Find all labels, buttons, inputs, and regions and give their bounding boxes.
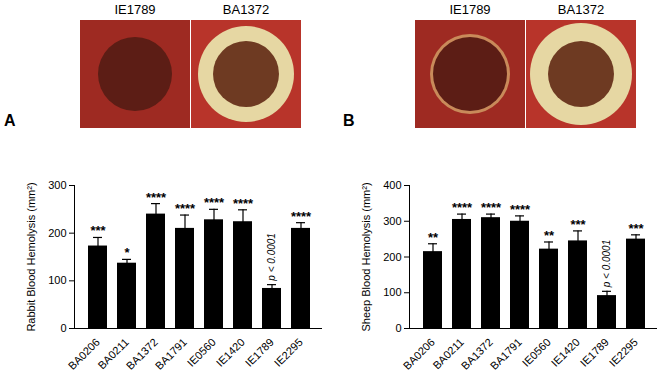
svg-text:IE1789: IE1789 [449,2,490,17]
svg-text:****: **** [204,195,225,210]
svg-text:IE0560: IE0560 [520,336,553,369]
svg-text:BA0211: BA0211 [430,335,466,372]
svg-text:***: *** [90,223,106,238]
svg-text:IE1420: IE1420 [549,336,582,369]
svg-text:****: **** [291,209,312,224]
svg-text:***: *** [628,221,644,236]
svg-text:BA1372: BA1372 [458,335,495,372]
svg-text:***: *** [570,217,586,232]
svg-text:IE1789: IE1789 [114,2,155,17]
svg-text:100: 100 [48,274,66,286]
svg-text:IE1789: IE1789 [578,336,611,369]
svg-text:Rabbit Blood Hemolysis (mm²): Rabbit Blood Hemolysis (mm²) [25,182,37,331]
svg-text:B: B [343,112,355,129]
svg-text:Sheep Blood Hemolysis (mm²): Sheep Blood Hemolysis (mm²) [360,182,372,331]
svg-text:IE0560: IE0560 [185,336,218,369]
svg-text:300: 300 [48,179,66,191]
svg-text:BA1372: BA1372 [123,335,160,372]
svg-text:BA1791: BA1791 [153,336,189,372]
svg-text:**: ** [428,230,439,245]
svg-text:BA1372: BA1372 [558,2,604,17]
svg-text:BA0206: BA0206 [401,336,437,372]
svg-text:IE1789: IE1789 [243,336,276,369]
svg-text:****: **** [175,201,196,216]
svg-text:****: **** [233,196,254,211]
svg-text:BA0211: BA0211 [95,335,131,372]
svg-text:IE2295: IE2295 [272,336,305,369]
svg-text:**: ** [544,228,555,243]
svg-text:p < 0.0001: p < 0.0001 [601,240,612,289]
svg-text:BA1791: BA1791 [488,336,524,372]
svg-text:****: **** [146,190,167,205]
svg-text:BA0206: BA0206 [66,336,102,372]
svg-text:BA1372: BA1372 [223,2,269,17]
svg-text:IE1420: IE1420 [214,336,247,369]
svg-text:0: 0 [395,322,401,334]
svg-text:p < 0.0001: p < 0.0001 [266,233,277,282]
svg-text:300: 300 [383,215,401,227]
svg-text:100: 100 [383,286,401,298]
svg-text:*: * [124,245,130,260]
svg-text:IE2295: IE2295 [607,336,640,369]
svg-text:****: **** [452,200,473,215]
svg-text:200: 200 [383,251,401,263]
svg-text:A: A [4,112,16,129]
svg-text:****: **** [481,200,502,215]
svg-text:200: 200 [48,227,66,239]
svg-text:400: 400 [383,179,401,191]
svg-text:****: **** [510,202,531,217]
svg-text:0: 0 [60,322,66,334]
